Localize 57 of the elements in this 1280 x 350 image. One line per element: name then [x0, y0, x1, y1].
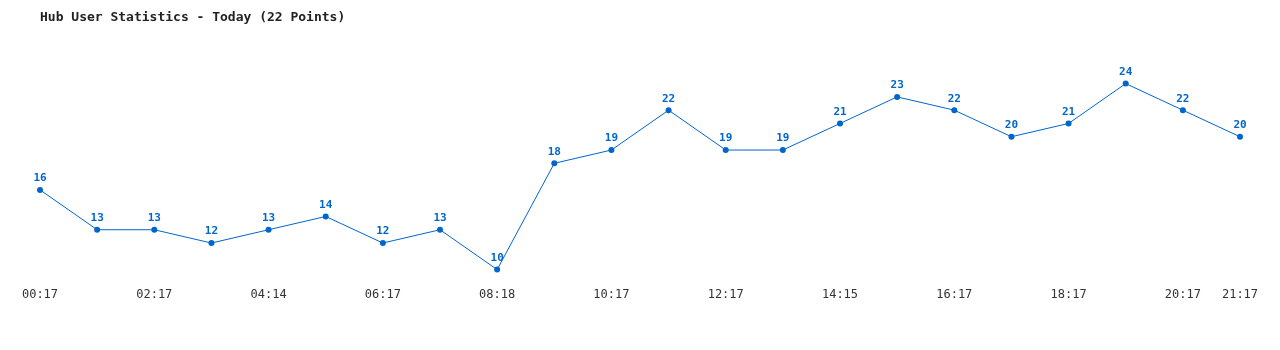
data-label: 22 [1176, 91, 1190, 105]
data-label: 14 [319, 197, 333, 211]
data-label: 19 [604, 131, 619, 145]
x-tick-label: 20:17 [1164, 286, 1201, 301]
x-tick-label: 08:18 [479, 286, 516, 301]
x-tick-label: 06:17 [364, 286, 401, 301]
data-label: 13 [261, 211, 276, 225]
data-label: 10 [490, 250, 504, 264]
data-label: 12 [204, 224, 219, 238]
data-label: 22 [661, 91, 676, 105]
x-tick-label: 14:15 [821, 286, 859, 301]
data-label: 20 [1004, 118, 1019, 132]
x-tick-label: 16:17 [936, 286, 973, 301]
point [551, 160, 558, 167]
chart-title: Hub User Statistics - Today (22 Points) [40, 9, 346, 25]
point [208, 240, 215, 247]
point [94, 226, 101, 233]
point [37, 186, 43, 193]
x-tick-label: 12:17 [707, 286, 744, 301]
data-label: 13 [147, 211, 161, 225]
x-tick-label: 00:17 [21, 286, 59, 301]
point [1008, 133, 1015, 140]
data-label: 19 [719, 131, 733, 145]
point [837, 120, 843, 127]
data-label: 21 [1061, 104, 1076, 118]
data-label: 16 [33, 171, 47, 185]
data-label: 13 [433, 211, 447, 225]
point [951, 107, 958, 114]
point [1065, 120, 1072, 127]
x-tick-label: 18:17 [1050, 286, 1087, 301]
data-label: 21 [833, 104, 847, 118]
data-label: 20 [1233, 118, 1247, 132]
point [1122, 80, 1129, 87]
point [1179, 107, 1186, 114]
point [379, 240, 386, 247]
point [1237, 133, 1243, 140]
point [265, 226, 272, 233]
data-label: 22 [947, 91, 961, 105]
point [437, 226, 443, 233]
point [322, 213, 329, 220]
point [608, 147, 615, 154]
data-label: 19 [776, 131, 790, 145]
point [894, 93, 901, 100]
point [665, 107, 672, 114]
data-label: 18 [547, 144, 561, 158]
point [722, 147, 729, 154]
point [779, 147, 786, 154]
data-label: 13 [90, 211, 104, 225]
data-label: 23 [890, 78, 904, 92]
x-tick-label: 02:17 [136, 286, 173, 301]
point [151, 226, 158, 233]
x-tick-label: 04:14 [250, 286, 287, 301]
data-label: 24 [1119, 64, 1133, 78]
data-label: 12 [376, 224, 390, 238]
point [494, 266, 501, 273]
x-tick-label: 21:17 [1221, 286, 1259, 301]
x-tick-label: 10:17 [593, 286, 630, 301]
